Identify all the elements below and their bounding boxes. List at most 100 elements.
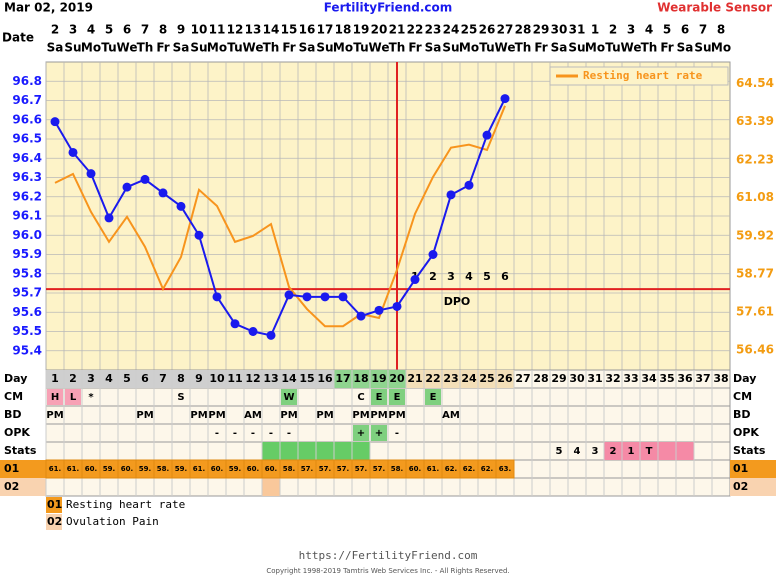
date-label: 7 xyxy=(141,23,149,37)
weekday-label: We xyxy=(369,41,390,55)
hr-cell-text: 60. xyxy=(265,465,277,473)
y-tick-label: 95.7 xyxy=(12,286,42,300)
cell-text: L xyxy=(70,392,77,403)
temp-point xyxy=(320,292,330,302)
day-number: 28 xyxy=(533,372,548,385)
day-number: 9 xyxy=(195,372,203,385)
date-label: 8 xyxy=(717,23,725,37)
hr-cell-text: 62. xyxy=(481,465,493,473)
legend-text: Resting heart rate xyxy=(66,498,185,511)
date-label: 3 xyxy=(69,23,77,37)
day-number: 30 xyxy=(569,372,585,385)
day-number: 10 xyxy=(209,372,225,385)
row-label-bg xyxy=(0,460,46,478)
date-label: 27 xyxy=(497,23,514,37)
mode: Wearable Sensor xyxy=(657,1,772,15)
temp-point xyxy=(284,290,294,300)
day-number: 15 xyxy=(299,372,314,385)
temp-point xyxy=(464,180,474,190)
cell-text: - xyxy=(287,428,291,439)
row-label: CM xyxy=(733,390,752,403)
y2-tick-label: 63.39 xyxy=(736,114,774,128)
cell-text: + xyxy=(357,428,365,439)
weekday-label: Su xyxy=(568,41,585,55)
day-number: 31 xyxy=(587,372,602,385)
temp-point xyxy=(338,292,348,302)
y2-tick-label: 57.61 xyxy=(736,305,774,319)
weekday-label: Sa xyxy=(677,41,694,55)
y-tick-label: 96.1 xyxy=(12,209,42,223)
day-number: 21 xyxy=(407,372,422,385)
day-number: 26 xyxy=(497,372,513,385)
y-tick-label: 96.7 xyxy=(12,93,42,107)
day-number: 3 xyxy=(87,372,95,385)
date-label: 22 xyxy=(407,23,424,37)
weekday-label: Mo xyxy=(81,41,101,55)
y-tick-label: 95.5 xyxy=(12,324,42,338)
row-label: 01 xyxy=(4,462,19,475)
day-number: 4 xyxy=(105,372,113,385)
row-label: BD xyxy=(4,408,22,421)
temp-point xyxy=(500,94,510,104)
cell-text: - xyxy=(233,428,237,439)
cell-text: PM xyxy=(190,410,207,421)
cell-highlight xyxy=(371,389,387,405)
y-tick-label: 96.8 xyxy=(12,74,42,88)
date-label: 6 xyxy=(123,23,131,37)
row-label-bg xyxy=(730,460,776,478)
hr-cell-text: 61. xyxy=(193,465,205,473)
cell-text: PM xyxy=(316,410,333,421)
hr-cell-text: 59. xyxy=(229,465,241,473)
row-label: BD xyxy=(733,408,751,421)
row-label: 01 xyxy=(733,462,748,475)
row-label: Day xyxy=(733,372,756,385)
hr-cell-text: 60. xyxy=(85,465,97,473)
date-label: 19 xyxy=(353,23,370,37)
day-number: 2 xyxy=(69,372,77,385)
cell-text: H xyxy=(51,392,59,403)
y2-tick-label: 61.08 xyxy=(736,190,774,204)
hr-cell-text: 57. xyxy=(337,465,349,473)
temp-point xyxy=(482,130,492,140)
hr-cell-text: 61. xyxy=(49,465,61,473)
temp-point xyxy=(302,292,312,302)
cell-text: E xyxy=(430,392,437,403)
weekday-label: We xyxy=(243,41,264,55)
weekday-label: Fr xyxy=(534,41,547,55)
temp-point xyxy=(212,292,222,302)
date-label: 1 xyxy=(591,23,599,37)
row-label: OPK xyxy=(733,426,759,439)
cell-shading xyxy=(262,478,280,496)
legend-box xyxy=(549,66,729,86)
footer-url: https://FertilityFriend.com xyxy=(299,549,478,562)
date-label: 23 xyxy=(425,23,442,37)
row-label: OPK xyxy=(4,426,30,439)
temp-point xyxy=(176,201,186,211)
weekday-label: Th xyxy=(641,41,658,55)
temp-point xyxy=(122,182,132,192)
hr-cell-text: 59. xyxy=(175,465,187,473)
weekday-label: Su xyxy=(316,41,333,55)
temp-point xyxy=(428,250,438,259)
dpo-number: 6 xyxy=(501,270,509,283)
cell-text: PM xyxy=(208,410,225,421)
cell-text: 1 xyxy=(628,446,635,457)
date-label: 11 xyxy=(209,23,226,37)
date-label: 6 xyxy=(681,23,689,37)
y-tick-label: 96.5 xyxy=(12,132,42,146)
temp-point xyxy=(410,275,420,285)
y-tick-label: 96.0 xyxy=(12,228,42,242)
y-tick-label: 96.2 xyxy=(12,189,42,203)
hr-cell-text: 62. xyxy=(463,465,475,473)
hr-cell-text: 57. xyxy=(301,465,313,473)
temp-point xyxy=(140,174,150,184)
date-label: 25 xyxy=(461,23,478,37)
date-label: 5 xyxy=(105,23,113,37)
day-number: 29 xyxy=(551,372,566,385)
y-tick-label: 96.3 xyxy=(12,170,42,184)
day-number: 36 xyxy=(677,372,693,385)
hr-cell xyxy=(495,459,515,479)
hr-cell-text: 59. xyxy=(139,465,151,473)
hr-cell-text: 60. xyxy=(121,465,133,473)
